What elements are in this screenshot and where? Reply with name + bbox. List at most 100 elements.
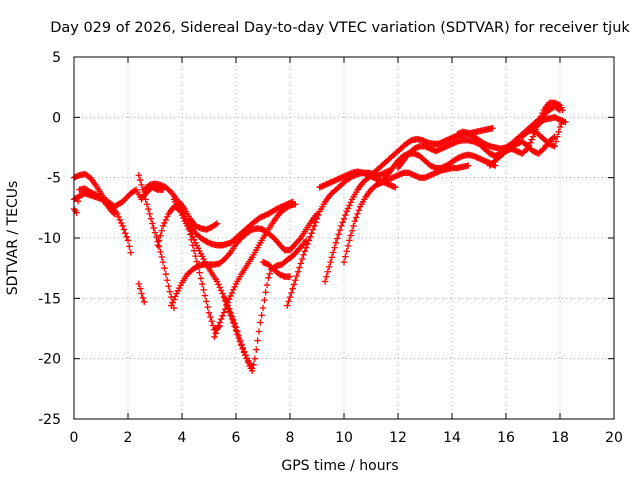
data-point-marker [298, 255, 306, 263]
data-point-marker [190, 247, 198, 254]
data-point-marker [289, 285, 296, 292]
data-point-marker [154, 242, 161, 249]
data-point-marker [197, 275, 205, 282]
series-track-23 [529, 114, 569, 133]
data-point-marker [159, 222, 167, 230]
data-point-marker [527, 139, 534, 146]
data-point-marker [344, 242, 352, 250]
data-point-marker [300, 251, 307, 259]
data-point-marker [204, 303, 211, 311]
data-point-marker [348, 227, 356, 234]
data-point-marker [159, 258, 167, 266]
data-point-marker [224, 302, 232, 309]
x-tick-label: 10 [335, 430, 353, 446]
x-tick-label: 6 [232, 430, 241, 446]
data-point-marker [170, 296, 178, 303]
data-point-marker [292, 277, 299, 284]
data-point-marker [207, 313, 214, 321]
data-point-marker [562, 118, 569, 126]
data-point-marker [523, 146, 530, 154]
data-point-marker [343, 208, 350, 215]
data-point-marker [220, 293, 228, 301]
y-tick-label: -10 [38, 231, 61, 247]
data-point-marker [525, 142, 533, 149]
data-point-marker [255, 328, 263, 335]
y-tick-label: -5 [47, 171, 61, 187]
data-point-marker [528, 136, 535, 143]
data-point-marker [554, 133, 561, 140]
data-point-marker [342, 253, 349, 260]
y-axis-label: SDTVAR / TECUs [5, 181, 21, 296]
series-track-13 [259, 258, 294, 280]
data-point-marker [163, 277, 171, 284]
data-point-marker [231, 320, 238, 327]
data-point-marker [230, 316, 237, 324]
data-point-marker [123, 233, 130, 240]
x-tick-label: 16 [497, 430, 515, 446]
data-point-marker [212, 221, 219, 228]
y-tick-label: 0 [52, 110, 61, 126]
data-point-marker [139, 294, 147, 301]
data-point-marker [124, 237, 132, 244]
data-point-marker [315, 211, 322, 219]
data-point-marker [150, 224, 157, 232]
x-tick-label: 18 [551, 430, 569, 446]
data-point-marker [201, 292, 209, 299]
data-point-marker [340, 258, 348, 266]
data-point-marker [465, 162, 472, 169]
data-point-marker [336, 226, 344, 234]
data-point-marker [312, 219, 319, 226]
data-point-marker [161, 264, 168, 272]
series-track-18 [378, 150, 499, 186]
data-point-marker [311, 222, 318, 230]
data-point-marker [163, 213, 171, 221]
x-axis-label: GPS time / hours [281, 458, 398, 474]
data-point-marker [74, 197, 82, 205]
data-point-marker [192, 252, 199, 260]
data-point-marker [217, 315, 225, 323]
data-point-marker [303, 244, 310, 251]
data-point-marker [339, 219, 346, 226]
data-point-marker [141, 298, 148, 306]
data-point-marker [217, 287, 225, 294]
data-point-marker [73, 209, 80, 216]
data-point-marker [151, 229, 159, 236]
x-tick-labels: 0 2 4 6 8 10 12 14 16 18 20 [70, 430, 623, 446]
chart-title: Day 029 of 2026, Sidereal Day-to-day VTE… [50, 20, 630, 36]
data-point-marker [135, 280, 142, 288]
data-point-marker [529, 133, 537, 140]
data-point-marker [251, 355, 259, 362]
data-point-marker [254, 337, 261, 344]
x-tick-label: 20 [605, 430, 623, 446]
data-point-marker [211, 333, 218, 341]
data-point-marker [213, 220, 221, 227]
data-point-marker [355, 207, 363, 214]
grid-lines [74, 57, 614, 419]
data-point-marker [352, 214, 360, 221]
data-point-marker [307, 233, 314, 240]
data-point-marker [215, 322, 222, 330]
data-point-marker [169, 299, 176, 306]
data-point-marker [116, 216, 124, 224]
data-point-marker [340, 215, 348, 222]
data-point-marker [235, 332, 242, 339]
data-point-marker [392, 184, 399, 191]
data-point-marker [347, 199, 354, 206]
y-tick-label: -25 [38, 412, 61, 428]
data-point-marker [324, 268, 331, 275]
data-point-marker [188, 230, 195, 237]
data-point-marker [178, 211, 186, 219]
data-point-marker [550, 134, 557, 142]
data-point-marker [238, 340, 245, 348]
data-point-marker [559, 106, 566, 114]
data-point-marker [118, 219, 125, 227]
series-track-17 [340, 162, 472, 266]
data-point-marker [552, 138, 560, 145]
data-point-marker [146, 210, 153, 218]
data-point-marker [253, 346, 260, 353]
data-point-marker [257, 319, 264, 326]
data-point-marker [293, 272, 300, 280]
data-point-marker [200, 286, 207, 294]
data-point-marker [161, 219, 168, 227]
data-point-marker [242, 351, 249, 359]
